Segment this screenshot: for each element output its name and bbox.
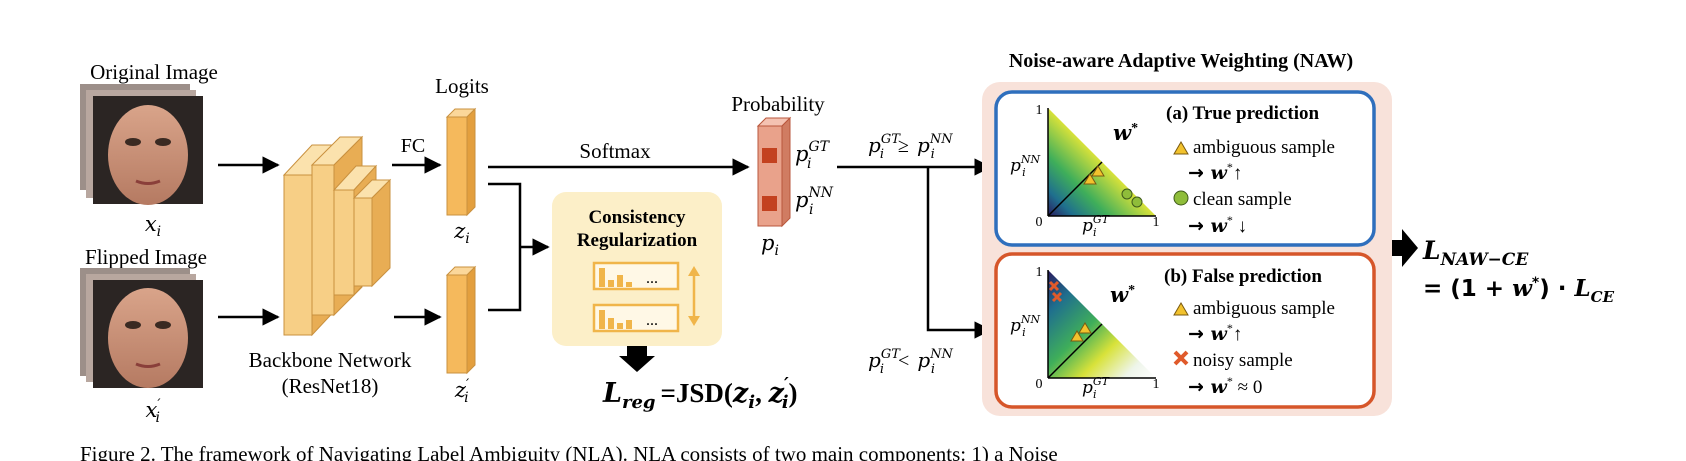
arrow-false-branch (926, 167, 992, 339)
ambiguous-triangle-icon (1173, 141, 1189, 155)
true-heatmap (1047, 108, 1156, 217)
prob-cell-gt (762, 148, 777, 163)
fc-label: FC (401, 135, 425, 157)
axis-one-y: 1 (1036, 265, 1043, 280)
condition-ge: pGT i ≥ pNN i (868, 132, 953, 162)
z-var: zi (453, 219, 470, 247)
true-effect-ambiguous: → w*↑ (1188, 160, 1242, 184)
noisy-marker (1051, 291, 1063, 303)
prob-cell-nn (762, 196, 777, 211)
backbone-title: Backbone Network (249, 348, 412, 372)
loss-naw-ce: LNAW−CE (1422, 236, 1529, 270)
original-var: xi (145, 212, 161, 240)
w-star-label: w* (1110, 282, 1135, 307)
ambiguous-marker (1070, 330, 1084, 342)
dots-top: ... (646, 270, 658, 287)
backbone-network-blocks (282, 135, 392, 337)
loss-equation: = (1 + w*) · LCE (1423, 275, 1615, 306)
p-gt-label: pGT i (795, 139, 831, 172)
axis-one-x: 1 (1153, 377, 1160, 392)
true-effect-clean: → w* ↓ (1188, 213, 1247, 237)
false-item-noisy: noisy sample (1193, 350, 1293, 371)
x-axis-label: pGT i (1082, 375, 1111, 401)
flipped-image-stack (80, 268, 203, 388)
logit-bar-original (445, 107, 477, 217)
true-item-clean: clean sample (1193, 189, 1292, 210)
axis-zero: 0 (1036, 215, 1043, 230)
down-arrow-icon (619, 346, 655, 372)
false-effect-ambiguous: → w*↑ (1188, 321, 1242, 345)
false-heatmap (1047, 270, 1156, 379)
softmax-label: Softmax (579, 139, 651, 163)
probability-title: Probability (731, 92, 825, 116)
output-arrow-icon (1392, 229, 1418, 267)
distribution-bars-bottom (592, 303, 680, 333)
distribution-bars-top (592, 261, 680, 291)
ambiguous-marker (1083, 173, 1097, 185)
clean-marker (1121, 188, 1133, 200)
merge-connector (488, 182, 522, 312)
y-axis-label: pNN i (1010, 153, 1041, 179)
consistency-title-1: Consistency (588, 207, 686, 228)
clean-circle-icon (1173, 190, 1189, 206)
ambiguous-triangle-icon (1173, 302, 1189, 316)
true-prediction-title: (a) True prediction (1166, 103, 1319, 124)
original-image-label: Original Image (90, 60, 218, 84)
p-nn-label: pNN i (795, 185, 834, 218)
noisy-cross-icon (1173, 350, 1189, 366)
flipped-image-label: Flipped Image (85, 245, 207, 269)
consistency-title-2: Regularization (577, 230, 698, 251)
figure-caption: Figure 2. The framework of Navigating La… (80, 442, 1058, 461)
y-axis-label: pNN i (1010, 313, 1041, 339)
true-item-ambiguous: ambiguous sample (1193, 137, 1335, 158)
ambiguous-marker (1078, 322, 1092, 334)
clean-marker (1131, 196, 1143, 208)
naw-title: Noise-aware Adaptive Weighting (NAW) (1009, 50, 1353, 72)
dots-bottom: ... (646, 312, 658, 329)
false-effect-noisy: → w* ≈ 0 (1188, 374, 1262, 398)
ambiguous-marker (1091, 165, 1105, 177)
false-item-ambiguous: ambiguous sample (1193, 298, 1335, 319)
loss-reg: Lreg =JSD(zi, z′ i) (602, 374, 798, 413)
flipped-var: x′ i (145, 397, 161, 426)
axis-zero: 0 (1036, 377, 1043, 392)
updown-arrow-icon (688, 266, 700, 326)
noisy-marker (1048, 280, 1060, 292)
axis-one-x: 1 (1153, 215, 1160, 230)
axis-one-y: 1 (1036, 103, 1043, 118)
p-var: pi (761, 231, 779, 259)
z-prime-var: z′ i (454, 377, 470, 406)
logits-title: Logits (435, 74, 489, 98)
logit-bar-flipped (445, 265, 477, 375)
backbone-subtitle: (ResNet18) (282, 374, 379, 398)
original-image-stack (80, 84, 203, 205)
probability-bar (756, 116, 792, 228)
false-prediction-title: (b) False prediction (1164, 266, 1322, 287)
condition-lt: pGT i < pNN i (868, 347, 954, 377)
w-star-label: w* (1113, 120, 1138, 145)
x-axis-label: pGT i (1082, 213, 1111, 239)
